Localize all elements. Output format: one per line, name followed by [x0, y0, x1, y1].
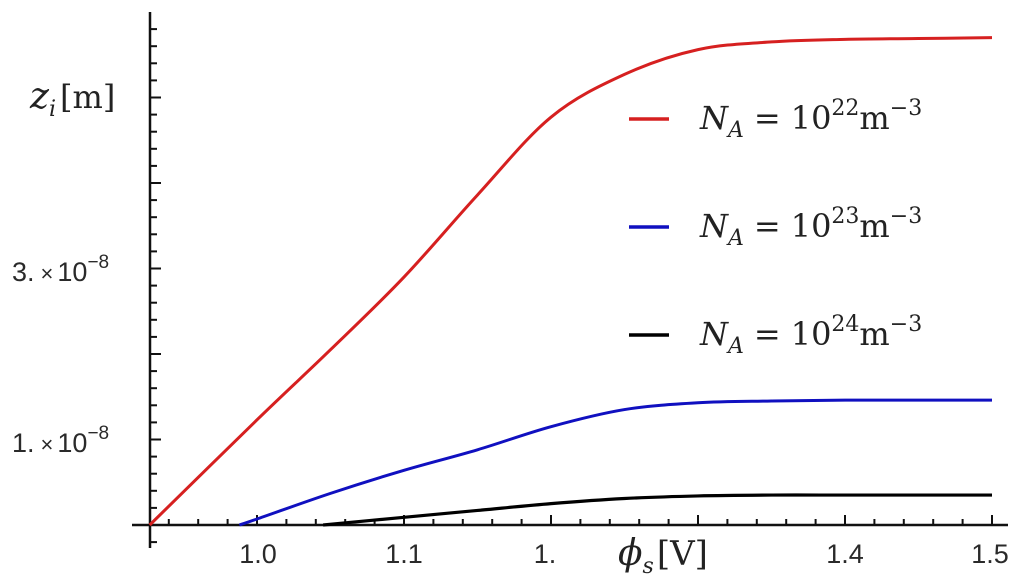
legend-label-na-1e24: NA = 1024m−3: [699, 312, 922, 359]
x-tick-label-1.2: 1.: [534, 539, 557, 569]
x-axis-label: ϕs[V]: [618, 533, 708, 579]
x-label-background: [612, 530, 722, 580]
curve-na-1e22: [148, 36, 993, 527]
x-tick-label-1.4: 1.4: [826, 539, 864, 569]
legend-label-na-1e23: NA = 1023m−3: [699, 204, 922, 251]
x-axis-minor-ticks: [167, 515, 993, 525]
y-tick-label-1e-8: 1. × 10−8: [12, 423, 109, 458]
y-axis-minor-ticks: [150, 28, 161, 544]
legend-entry-na-1e22: NA = 1022m−3: [629, 96, 922, 143]
legend: NA = 1022m−3 NA = 1023m−3 NA = 1024m−3: [629, 96, 922, 359]
legend-entry-na-1e23: NA = 1023m−3: [629, 204, 922, 251]
y-axis-label: zi [m]: [29, 76, 115, 122]
x-tick-label-1.0: 1.0: [239, 539, 277, 569]
curve-na-1e24: [322, 493, 992, 527]
legend-label-na-1e22: NA = 1022m−3: [699, 96, 922, 143]
curve-na-1e23: [238, 398, 992, 527]
legend-entry-na-1e24: NA = 1024m−3: [629, 312, 922, 359]
x-tick-label-1.5: 1.5: [971, 539, 1009, 569]
y-tick-label-3e-8: 3. × 10−8: [12, 252, 109, 287]
x-tick-label-1.1: 1.1: [385, 539, 423, 569]
